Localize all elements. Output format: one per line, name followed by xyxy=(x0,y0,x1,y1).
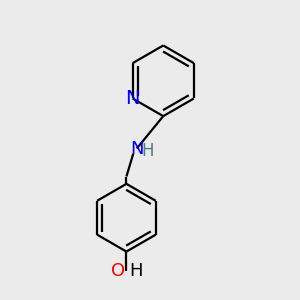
Text: N: N xyxy=(130,140,143,158)
Text: H: H xyxy=(142,142,154,160)
Text: N: N xyxy=(125,89,140,108)
Text: H: H xyxy=(129,262,142,280)
Text: O: O xyxy=(111,262,125,280)
